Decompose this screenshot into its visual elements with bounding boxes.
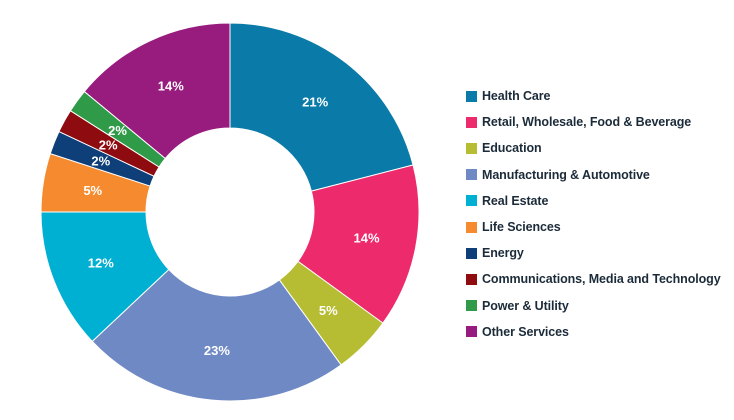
slice-value-label: 5% (319, 303, 338, 318)
legend-item: Power & Utility (466, 293, 734, 319)
slice-health-care (229, 22, 414, 192)
legend-label: Retail, Wholesale, Food & Beverage (482, 115, 692, 130)
slice-value-label: 12% (88, 256, 114, 271)
slice-value-label: 23% (204, 343, 230, 358)
legend-swatch (466, 326, 477, 338)
legend-item: Communications, Media and Technology (466, 266, 734, 292)
legend-swatch (466, 300, 477, 312)
donut-chart: 21%14%5%23%12%5%2%2%2%14% (40, 22, 420, 402)
slice-value-label: 21% (302, 95, 328, 110)
legend-swatch (466, 116, 477, 128)
slice-retail-wholesale-food-beverage (297, 164, 420, 324)
legend-label: Communications, Media and Technology (482, 272, 721, 287)
donut-slices (40, 22, 420, 402)
legend-swatch (466, 142, 477, 154)
legend-label: Life Sciences (482, 220, 561, 235)
legend-label: Manufacturing & Automotive (482, 167, 650, 182)
slice-value-label: 14% (354, 231, 380, 246)
legend-label: Energy (482, 246, 524, 261)
legend: Health Care Retail, Wholesale, Food & Bev… (466, 83, 734, 345)
legend-label: Other Services (482, 324, 569, 339)
slice-value-label: 2% (99, 138, 118, 153)
legend-label: Power & Utility (482, 298, 569, 313)
slice-manufacturing-automotive (91, 268, 342, 402)
slice-value-label: 14% (158, 79, 184, 94)
legend-item: Energy (466, 240, 734, 266)
slice-labels: 21%14%5%23%12%5%2%2%2%14% (83, 79, 380, 358)
legend-item: Health Care (466, 83, 734, 109)
legend-item: Retail, Wholesale, Food & Beverage (466, 109, 734, 135)
legend-item: Life Sciences (466, 214, 734, 240)
legend-item: Real Estate (466, 188, 734, 214)
slice-other-services (83, 22, 231, 160)
slice-value-label: 5% (83, 183, 102, 198)
legend-swatch (466, 195, 477, 207)
legend-item: Other Services (466, 319, 734, 345)
legend-swatch (466, 247, 477, 259)
legend-swatch (466, 273, 477, 285)
legend-item: Education (466, 135, 734, 161)
legend-swatch (466, 90, 477, 102)
legend-label: Real Estate (482, 193, 549, 208)
legend-label: Health Care (482, 89, 551, 104)
legend-swatch (466, 221, 477, 233)
slice-value-label: 2% (91, 153, 110, 168)
legend-swatch (466, 169, 477, 181)
slice-value-label: 2% (108, 123, 127, 138)
legend-item: Manufacturing & Automotive (466, 162, 734, 188)
legend-label: Education (482, 141, 542, 156)
